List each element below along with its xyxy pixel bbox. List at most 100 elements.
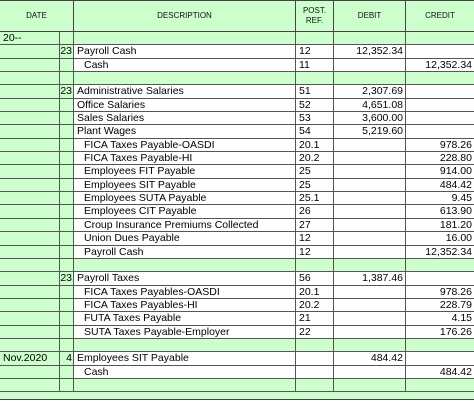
day-cell [60, 125, 74, 138]
table-row: SUTA Taxes Payable-Employer 22 176.26 [0, 325, 474, 339]
day-cell [60, 325, 74, 338]
credit-cell: 181.20 [406, 218, 474, 232]
description-header: DESCRIPTION [74, 1, 296, 31]
debit-cell [334, 232, 406, 245]
debit-cell: 5,219.60 [334, 125, 406, 138]
table-row: Office Salaries 52 4,651.08 [0, 98, 474, 113]
post-ref-cell: 51 [296, 85, 334, 98]
date-cell [0, 58, 60, 72]
day-cell: 23 [60, 272, 74, 285]
journal-header: DATE DESCRIPTION POST. REF. DEBIT CREDIT [0, 1, 474, 32]
debit-cell [334, 298, 406, 312]
credit-cell [406, 125, 474, 138]
post-ref-cell [296, 352, 334, 365]
post-ref-cell: 54 [296, 125, 334, 138]
post-ref-cell: 53 [296, 112, 334, 125]
description-cell: Administrative Salaries [74, 85, 296, 98]
description-cell: FICA Taxes Payables-OASDI [74, 285, 296, 298]
date-cell [0, 232, 60, 245]
date-cell [0, 152, 60, 165]
date-cell [0, 72, 60, 85]
date-cell [0, 45, 60, 58]
table-row: 23 Administrative Salaries 51 2,307.69 [0, 85, 474, 99]
table-row: Nov.2020 4 Employees SIT Payable 484.42 [0, 352, 474, 366]
credit-cell: 613.90 [406, 205, 474, 218]
day-cell [60, 165, 74, 178]
credit-cell [406, 352, 474, 365]
credit-cell [406, 72, 474, 84]
description-cell: Employees SUTA Payable [74, 192, 296, 205]
debit-cell [334, 285, 406, 298]
debit-cell [334, 165, 406, 178]
post-ref-cell [296, 72, 334, 85]
table-row: FUTA Taxes Payable 21 4.15 [0, 312, 474, 326]
credit-header: CREDIT [425, 11, 455, 20]
date-cell [0, 365, 60, 378]
day-cell: 4 [60, 352, 74, 365]
debit-cell [334, 192, 406, 205]
post-ref-cell: 25.1 [296, 192, 334, 205]
day-cell [60, 192, 74, 205]
description-cell: Union Dues Payable [74, 232, 296, 245]
debit-cell [334, 312, 406, 325]
table-row: FICA Taxes Payable-HI 20.2 228.80 [0, 152, 474, 166]
table-row: Sales Salaries 53 3,600.00 [0, 112, 474, 126]
day-cell [60, 298, 74, 312]
day-cell [60, 232, 74, 245]
description-cell [74, 378, 296, 392]
description-cell [74, 72, 296, 85]
date-cell [0, 85, 60, 98]
table-row: Plant Wages 54 5,219.60 [0, 125, 474, 139]
credit-cell [406, 339, 474, 351]
table-row: FICA Taxes Payables-HI 20.2 228.79 [0, 298, 474, 313]
table-row: Employees SIT Payable 25 484.42 [0, 178, 474, 193]
debit-cell: 12,352.34 [334, 45, 406, 58]
description-cell: Payroll Cash [74, 45, 296, 58]
credit-cell [406, 85, 474, 98]
post-ref-cell: 26 [296, 205, 334, 218]
date-cell [0, 325, 60, 338]
date-cell: 20-- [0, 32, 60, 45]
credit-cell: 484.42 [406, 365, 474, 378]
credit-cell [406, 272, 474, 285]
description-cell: FUTA Taxes Payable [74, 312, 296, 325]
post-ref-cell [296, 338, 334, 352]
description-cell: FICA Taxes Payable-OASDI [74, 138, 296, 152]
description-cell: FICA Taxes Payable-HI [74, 152, 296, 165]
date-cell [0, 298, 60, 312]
day-cell: 23 [60, 45, 74, 58]
debit-cell [334, 365, 406, 378]
date-cell [0, 258, 60, 272]
description-cell: Payroll Cash [74, 245, 296, 258]
post-ref-cell: 12 [296, 245, 334, 258]
day-cell: 23 [60, 85, 74, 98]
day-cell [60, 312, 74, 325]
debit-cell: 4,651.08 [334, 98, 406, 112]
table-row: Employees CIT Payable 26 613.90 [0, 205, 474, 219]
credit-cell: 228.79 [406, 298, 474, 312]
date-cell [0, 138, 60, 152]
day-cell [60, 245, 74, 258]
post-ref-cell: 20.2 [296, 152, 334, 165]
debit-cell [334, 138, 406, 152]
post-ref-cell: 27 [296, 218, 334, 232]
debit-cell [334, 258, 406, 272]
credit-cell: 176.26 [406, 325, 474, 338]
credit-cell [406, 32, 474, 44]
day-cell [60, 205, 74, 218]
debit-header: DEBIT [334, 1, 406, 31]
post-ref-cell: 25 [296, 165, 334, 178]
date-cell [0, 178, 60, 192]
description-cell [74, 338, 296, 352]
debit-cell [334, 32, 406, 45]
post-ref-cell: 12 [296, 45, 334, 58]
day-cell [60, 138, 74, 152]
post-ref-cell: 22 [296, 325, 334, 338]
table-row: 23 Payroll Taxes 56 1,387.46 [0, 272, 474, 286]
debit-cell [334, 245, 406, 258]
table-row: Union Dues Payable 12 16.00 [0, 232, 474, 246]
post-ref-cell: 21 [296, 312, 334, 325]
description-cell: Employees SIT Payable [74, 352, 296, 365]
date-cell [0, 192, 60, 205]
date-cell [0, 165, 60, 178]
